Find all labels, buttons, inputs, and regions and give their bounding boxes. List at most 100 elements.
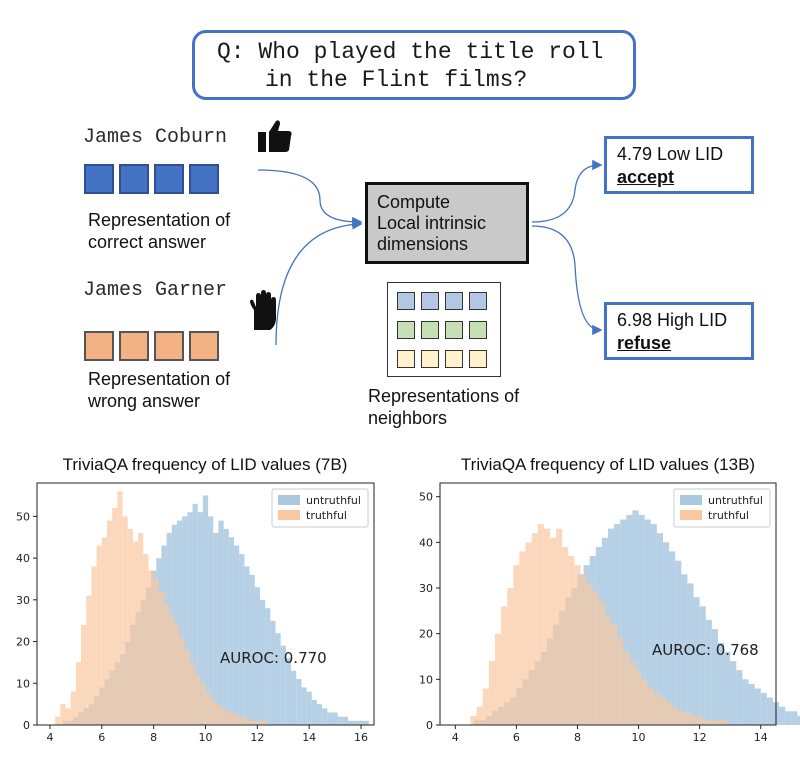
histogram-bar <box>519 551 526 725</box>
histogram-bar <box>699 606 706 725</box>
histogram-bar <box>205 691 211 725</box>
histogram-bar <box>754 688 761 725</box>
histogram-bar <box>221 708 227 725</box>
histogram-bar <box>244 566 250 725</box>
histogram-bar <box>189 662 196 725</box>
neighbor-cell <box>469 321 487 339</box>
histogram-bar <box>525 542 532 725</box>
neighbor-cell <box>445 321 463 339</box>
histogram-bar <box>228 537 235 725</box>
wrong-representation <box>84 331 224 363</box>
histogram-bar <box>353 720 359 725</box>
histogram-bar <box>117 491 123 725</box>
correct-caption: Representation of correct answer <box>88 209 230 253</box>
legend-swatch <box>278 495 300 505</box>
histogram-bar <box>275 633 281 725</box>
vector-cell <box>154 164 184 194</box>
histogram-bar <box>65 708 71 725</box>
neighbor-cell <box>397 350 415 368</box>
histogram-bar <box>210 699 216 725</box>
histogram-bar <box>632 510 639 725</box>
histogram-bar <box>717 642 725 725</box>
legend-swatch <box>680 510 702 520</box>
histogram-bar <box>223 528 229 725</box>
histogram-bar <box>470 715 477 725</box>
compute-line-3: dimensions <box>377 234 469 254</box>
histogram-bar <box>736 670 743 725</box>
histogram-bar <box>218 520 224 725</box>
vector-cell <box>154 331 184 361</box>
legend-label: truthful <box>306 509 347 522</box>
histogram-bar <box>507 588 514 725</box>
correct-answer-name: James Coburn <box>83 126 228 149</box>
histogram-bar <box>257 720 263 725</box>
histogram-bar <box>306 691 312 725</box>
histogram-bar <box>629 661 636 725</box>
histogram-bar <box>81 624 87 725</box>
histogram-bar <box>327 712 333 725</box>
legend-label: untruthful <box>708 494 763 507</box>
histogram-bar <box>574 565 581 725</box>
chart-7b: 4 6 8 10 12 14 16 0 10 20 30 40 50 untruthful truthful… <box>16 482 375 744</box>
compute-line-2: Local intrinsic <box>377 213 487 233</box>
histogram-bar <box>176 520 183 725</box>
histogram-bar <box>714 720 722 725</box>
histogram-bar <box>623 651 630 725</box>
series-truthful <box>470 524 728 725</box>
histogram-bar <box>106 520 113 725</box>
histogram-bar <box>556 528 563 725</box>
histogram-bar <box>568 556 575 725</box>
compute-line-1: Compute <box>377 192 451 212</box>
histogram-bar <box>656 533 663 725</box>
histogram-bar <box>215 704 222 725</box>
y-tick-label: 0 <box>426 719 433 732</box>
histogram-bar <box>513 565 520 725</box>
histogram-bar <box>213 533 219 725</box>
histogram-bar <box>127 528 133 725</box>
histogram-bar <box>580 574 587 725</box>
histogram-bar <box>586 583 593 725</box>
histogram-bar <box>653 693 660 725</box>
histogram-bar <box>617 638 624 725</box>
histogram-bar <box>226 712 232 725</box>
histogram-bar <box>742 679 749 725</box>
correct-caption-line-1: Representation of <box>88 210 231 230</box>
histogram-bar <box>55 716 61 725</box>
neighbors-caption-line-2: neighbors <box>368 408 448 428</box>
chart-7b-title: TriviaQA frequency of LID values (7B) <box>62 455 348 474</box>
histogram-bar <box>322 708 328 725</box>
x-tick-label: 12 <box>693 731 707 744</box>
histogram-bar <box>476 706 483 725</box>
legend-label: untruthful <box>306 494 361 507</box>
histogram-bar <box>202 495 209 725</box>
x-tick-label: 10 <box>632 731 646 744</box>
histogram-bar <box>696 715 703 725</box>
histogram-bar <box>687 583 694 725</box>
y-tick-label: 30 <box>16 594 30 607</box>
histogram-bar <box>252 720 258 725</box>
histogram-bar <box>234 545 240 725</box>
y-tick-label: 10 <box>16 677 30 690</box>
histogram-bar <box>348 720 354 725</box>
neighbors-caption: Representations of neighbors <box>368 385 519 429</box>
histogram-bar <box>164 604 170 725</box>
histogram-bar <box>482 688 489 725</box>
y-tick-label: 20 <box>419 628 433 641</box>
refuse-verdict: refuse <box>617 333 672 353</box>
vector-cell <box>189 331 219 361</box>
y-tick-label: 40 <box>16 552 30 565</box>
histogram-bar <box>262 720 268 725</box>
histogram-bar <box>75 662 82 725</box>
question-line-1: Q: Who played the title roll <box>217 39 604 65</box>
wrong-caption: Representation of wrong answer <box>88 368 230 412</box>
series-truthful <box>55 491 268 725</box>
y-tick-label: 40 <box>419 536 433 549</box>
wrong-answer-name: James Garner <box>83 279 228 302</box>
histogram-bar <box>158 591 165 725</box>
arrow-compute-to-refuse <box>531 225 603 336</box>
x-tick-label: 6 <box>98 731 105 744</box>
histogram-bar <box>678 711 685 725</box>
histogram-bar <box>192 503 198 725</box>
neighbor-cell <box>469 292 487 310</box>
histogram-bar <box>690 715 697 725</box>
